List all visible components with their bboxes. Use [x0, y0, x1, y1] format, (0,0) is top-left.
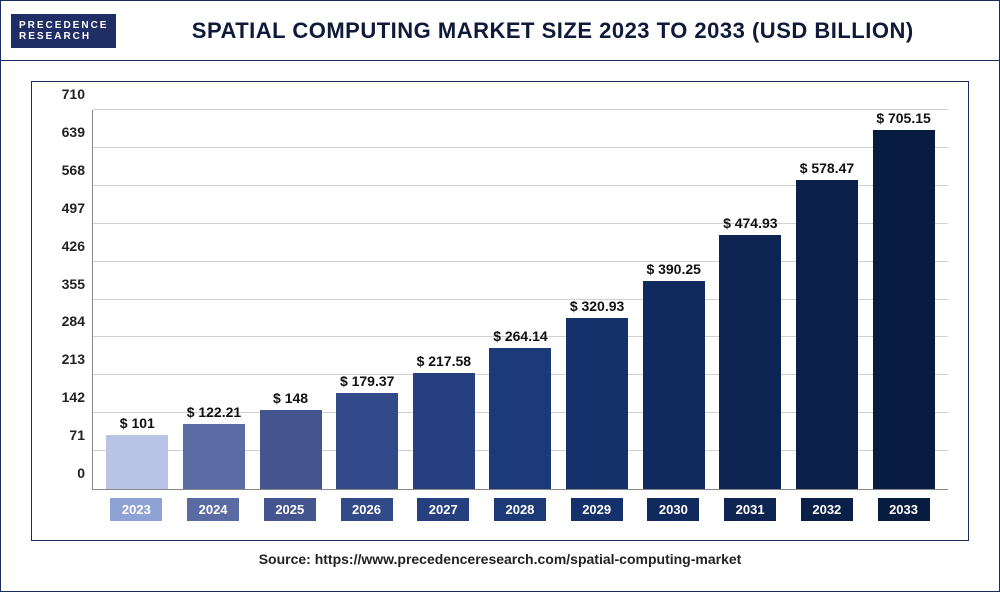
- bar: [106, 435, 168, 489]
- x-category-label: 2025: [264, 498, 316, 521]
- bar: [260, 410, 322, 489]
- x-category: 2030: [636, 498, 710, 521]
- bar: [719, 235, 781, 489]
- bar: [566, 318, 628, 489]
- bar-value-label: $ 264.14: [493, 328, 548, 344]
- bar-group: $ 122.21: [177, 110, 251, 489]
- bar: [796, 180, 858, 489]
- plot-area: 071142213284355426497568639710$ 101$ 122…: [92, 110, 948, 490]
- bar-value-label: $ 390.25: [646, 261, 701, 277]
- bar-value-label: $ 101: [120, 415, 155, 431]
- bar: [336, 393, 398, 489]
- ytick-label: 284: [43, 313, 85, 329]
- x-category-label: 2028: [494, 498, 546, 521]
- x-category: 2025: [253, 498, 327, 521]
- bar-group: $ 320.93: [560, 110, 634, 489]
- bar-value-label: $ 320.93: [570, 298, 625, 314]
- bar: [183, 424, 245, 489]
- x-category: 2023: [99, 498, 173, 521]
- x-category: 2024: [176, 498, 250, 521]
- bar-group: $ 217.58: [407, 110, 481, 489]
- bar: [413, 373, 475, 489]
- bar-group: $ 705.15: [867, 110, 941, 489]
- chart-title: SPATIAL COMPUTING MARKET SIZE 2023 TO 20…: [116, 18, 989, 44]
- ytick-label: 426: [43, 238, 85, 254]
- bar: [643, 281, 705, 489]
- x-category-label: 2024: [187, 498, 239, 521]
- logo-line2: RESEARCH: [19, 31, 108, 42]
- x-category: 2033: [867, 498, 941, 521]
- bar-value-label: $ 179.37: [340, 373, 395, 389]
- ytick-label: 142: [43, 389, 85, 405]
- x-category-label: 2030: [647, 498, 699, 521]
- bar-value-label: $ 474.93: [723, 215, 778, 231]
- ytick-label: 710: [43, 86, 85, 102]
- logo: PRECEDENCE RESEARCH: [11, 14, 116, 48]
- ytick-label: 71: [43, 427, 85, 443]
- x-category: 2027: [406, 498, 480, 521]
- x-axis: 2023 2024 2025 2026 2027 2028 2029 2030 2031 2032…: [92, 490, 948, 521]
- x-category-label: 2023: [110, 498, 162, 521]
- bar-value-label: $ 148: [273, 390, 308, 406]
- x-category: 2032: [790, 498, 864, 521]
- bars-group: $ 101 $ 122.21 $ 148 $ 179.37 $ 217.58 $ 264.…: [93, 110, 948, 489]
- x-category-label: 2029: [571, 498, 623, 521]
- x-category-label: 2033: [878, 498, 930, 521]
- bar-group: $ 148: [254, 110, 328, 489]
- x-category: 2031: [713, 498, 787, 521]
- bar: [489, 348, 551, 489]
- ytick-label: 639: [43, 124, 85, 140]
- bar-value-label: $ 122.21: [187, 404, 242, 420]
- x-category: 2028: [483, 498, 557, 521]
- bar-group: $ 390.25: [637, 110, 711, 489]
- x-category-label: 2026: [341, 498, 393, 521]
- ytick-label: 568: [43, 162, 85, 178]
- ytick-label: 213: [43, 351, 85, 367]
- bar-value-label: $ 217.58: [417, 353, 472, 369]
- bar-group: $ 101: [100, 110, 174, 489]
- x-category-label: 2031: [724, 498, 776, 521]
- ytick-label: 0: [43, 465, 85, 481]
- x-category-label: 2032: [801, 498, 853, 521]
- ytick-label: 497: [43, 200, 85, 216]
- bar-group: $ 264.14: [483, 110, 557, 489]
- chart-container: 0 71 142 213 284 355 426 497 568 639 710 $ 101 $ 122…: [31, 81, 969, 541]
- x-category: 2029: [560, 498, 634, 521]
- x-category-label: 2027: [417, 498, 469, 521]
- ytick-label: 355: [43, 276, 85, 292]
- header: PRECEDENCE RESEARCH SPATIAL COMPUTING MA…: [1, 1, 999, 61]
- bar: [873, 130, 935, 489]
- x-category: 2026: [330, 498, 404, 521]
- bar-group: $ 179.37: [330, 110, 404, 489]
- source-text: Source: https://www.precedenceresearch.c…: [1, 551, 999, 567]
- bar-group: $ 578.47: [790, 110, 864, 489]
- bar-value-label: $ 578.47: [800, 160, 855, 176]
- bar-value-label: $ 705.15: [876, 110, 931, 126]
- bar-group: $ 474.93: [713, 110, 787, 489]
- logo-line1: PRECEDENCE: [19, 20, 108, 31]
